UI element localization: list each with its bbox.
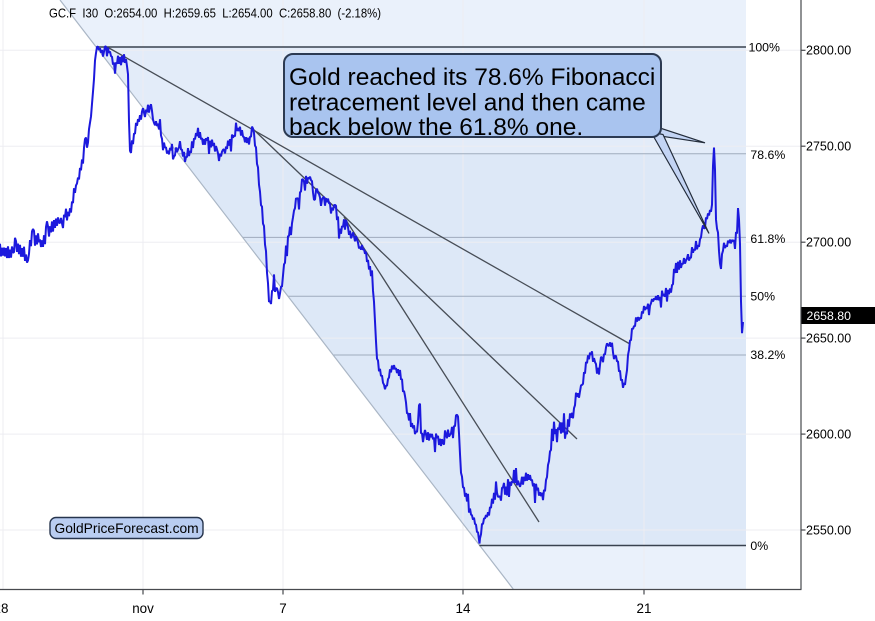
- svg-text:2800.00: 2800.00: [806, 44, 851, 58]
- svg-text:2750.00: 2750.00: [806, 140, 851, 154]
- svg-text:78.6%: 78.6%: [750, 148, 785, 162]
- svg-text:100%: 100%: [749, 40, 781, 54]
- svg-text:2600.00: 2600.00: [806, 428, 851, 442]
- svg-text:50%: 50%: [750, 290, 775, 304]
- svg-text:Gold reached its 78.6% Fibonac: Gold reached its 78.6% Fibonacci: [289, 64, 655, 91]
- svg-text:GoldPriceForecast.com: GoldPriceForecast.com: [55, 521, 199, 536]
- svg-text:GC.F I30 O:2654.00 H:2659.6: GC.F I30 O:2654.00 H:2659.65 L:2654.00 C…: [49, 7, 381, 21]
- svg-text:2650.00: 2650.00: [806, 332, 851, 346]
- svg-text:21: 21: [637, 601, 652, 616]
- svg-text:38.2%: 38.2%: [750, 348, 785, 362]
- svg-text:0%: 0%: [750, 539, 768, 553]
- svg-text:nov: nov: [132, 601, 154, 616]
- svg-text:back below the 61.8% one.: back below the 61.8% one.: [289, 114, 583, 141]
- svg-text:retracement level and then cam: retracement level and then came: [289, 89, 646, 116]
- svg-text:2658.80: 2658.80: [807, 309, 852, 323]
- svg-text:28: 28: [0, 601, 8, 616]
- svg-text:7: 7: [279, 601, 286, 616]
- svg-text:14: 14: [456, 601, 471, 616]
- svg-text:61.8%: 61.8%: [750, 232, 785, 246]
- svg-text:2700.00: 2700.00: [806, 236, 851, 250]
- svg-text:2550.00: 2550.00: [806, 523, 851, 537]
